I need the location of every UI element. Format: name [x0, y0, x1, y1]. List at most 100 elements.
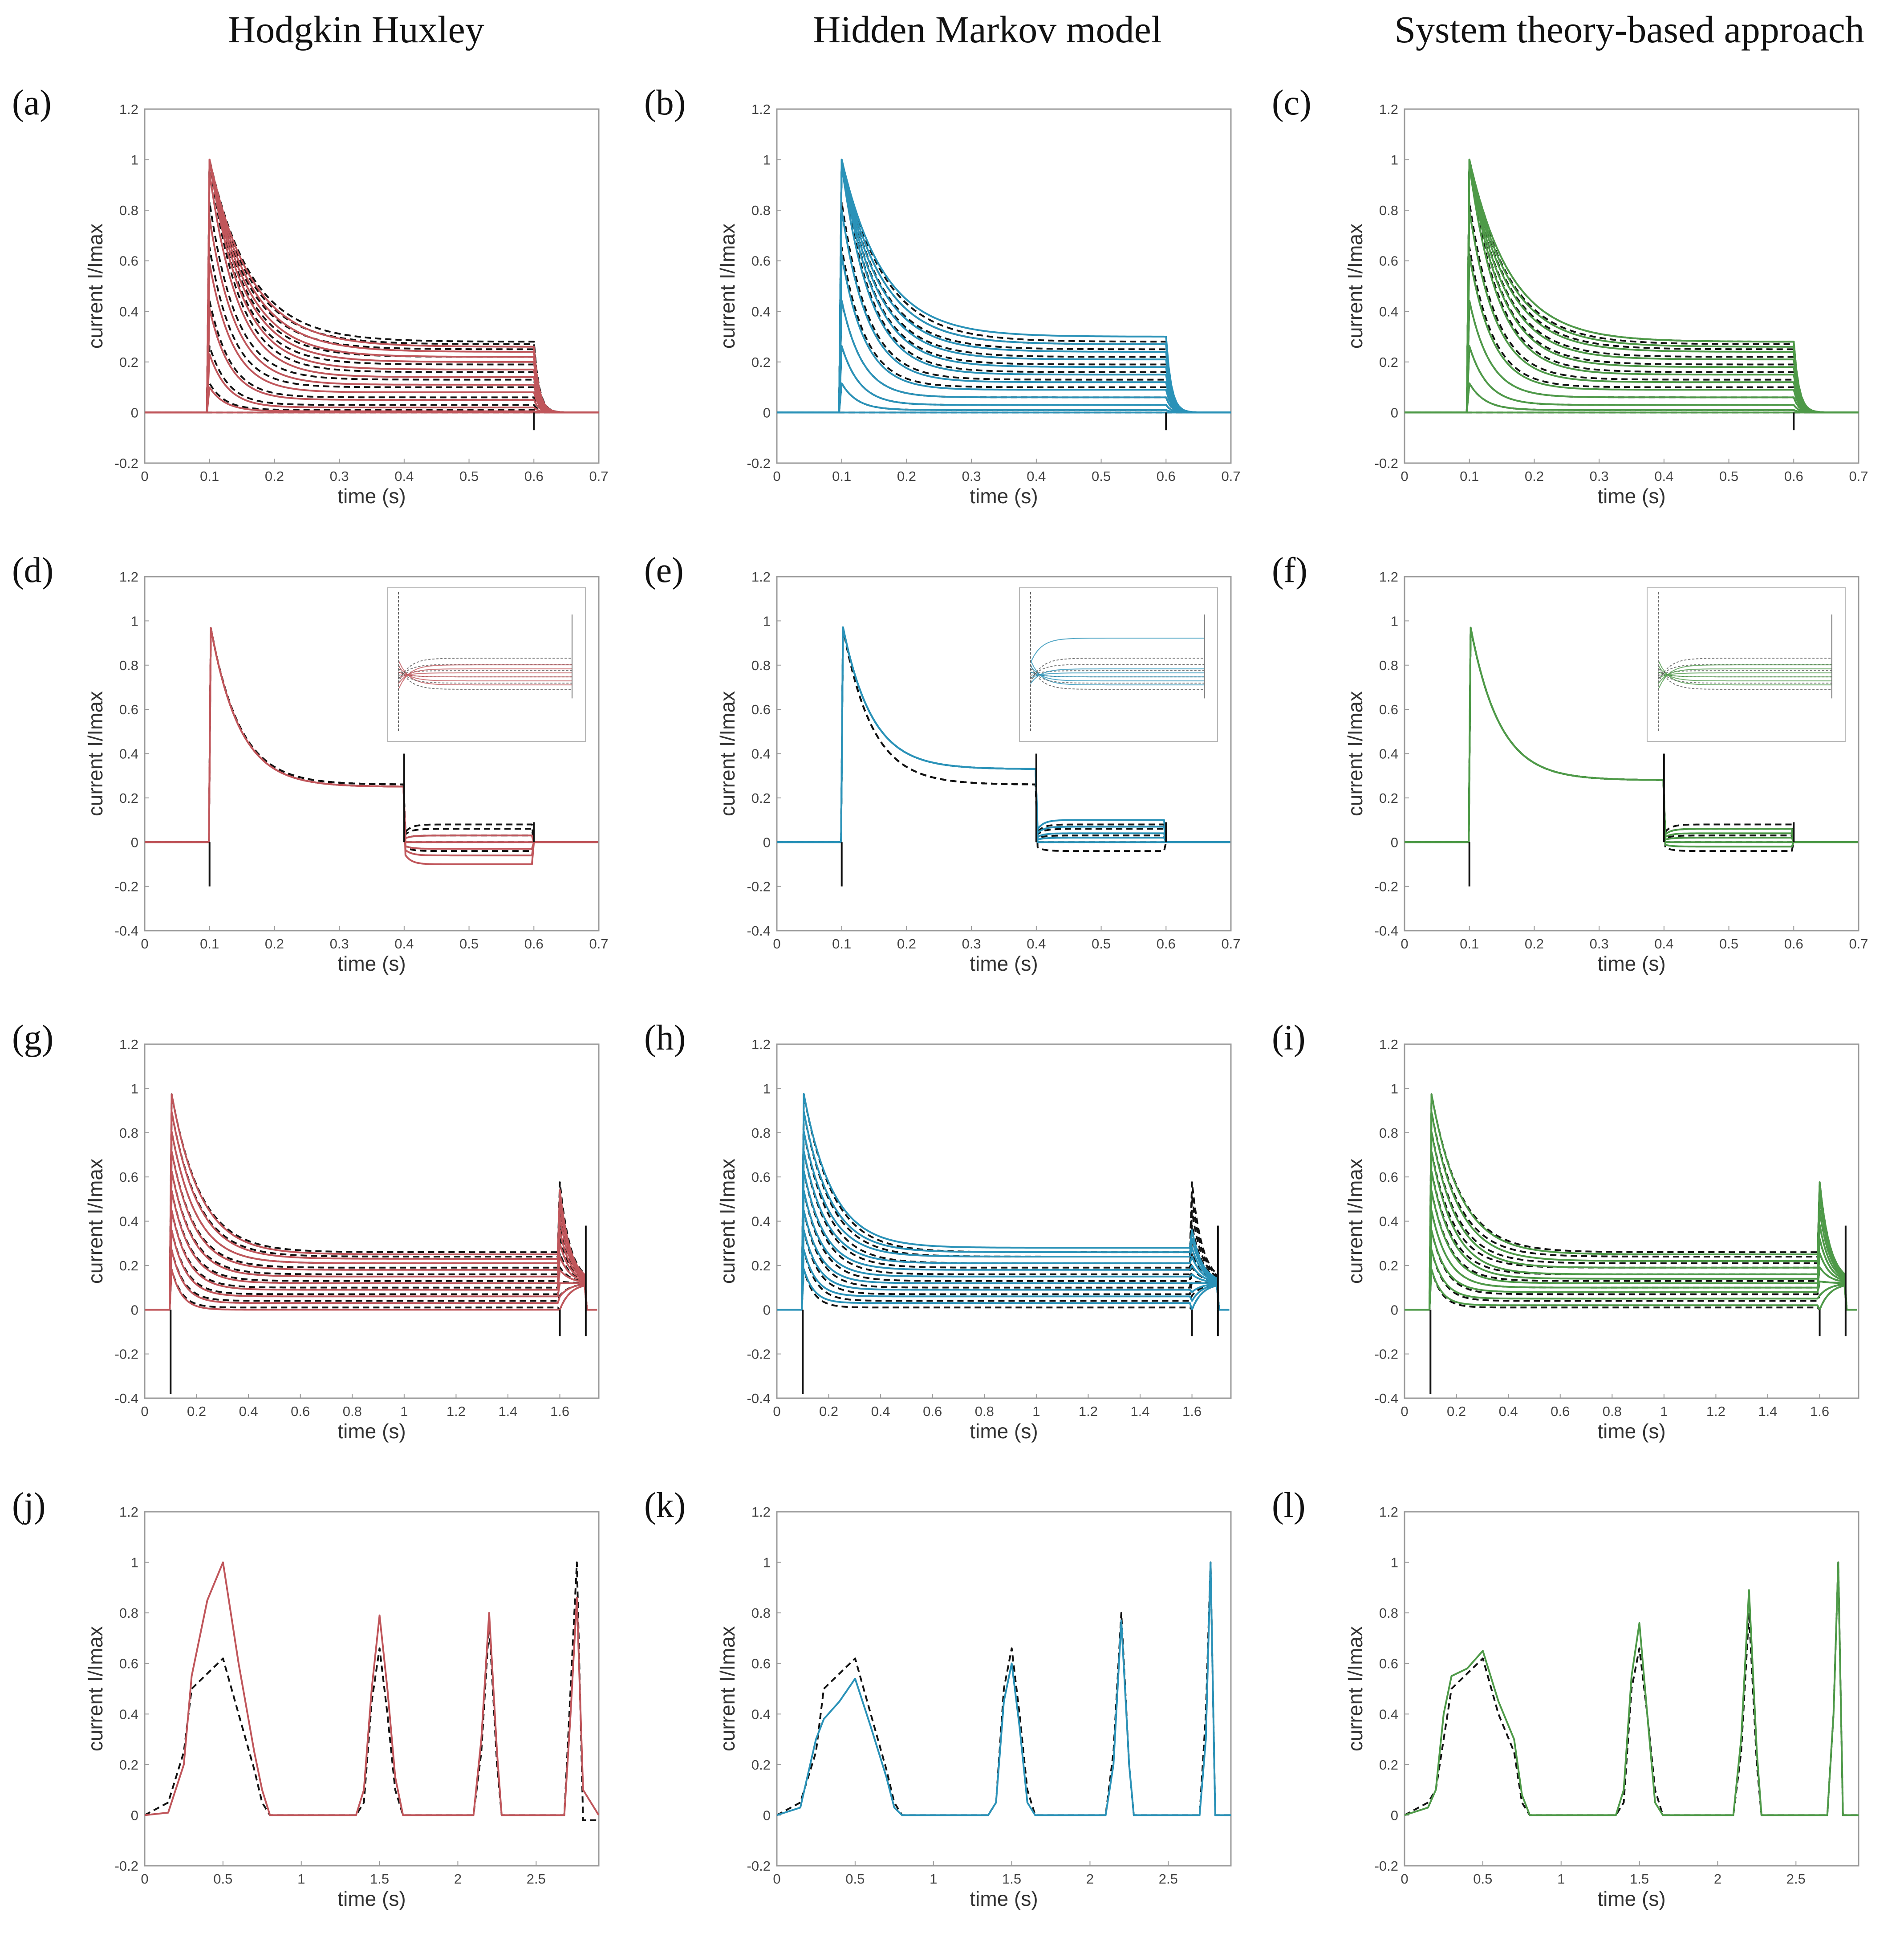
series-experimental-line [145, 300, 599, 414]
x-tick-label: 0.4 [871, 1404, 890, 1419]
series-model-line [1405, 1151, 1857, 1311]
y-tick-label: 0.8 [1379, 1125, 1398, 1141]
series-model-line [145, 1190, 597, 1311]
column-title-hmm: Hidden Markov model [813, 8, 1161, 51]
x-axis-label: time (s) [1597, 1887, 1665, 1910]
x-tick-label: 0 [1401, 936, 1408, 952]
series-experimental-line [1405, 1268, 1857, 1311]
x-tick-label: 0 [773, 1871, 780, 1887]
y-tick-label: 0.2 [119, 790, 138, 806]
y-tick-label: 0 [131, 405, 138, 420]
column-title-st: System theory-based approach [1394, 8, 1864, 51]
panel-label: (g) [12, 1018, 53, 1058]
x-tick-label: 0.5 [1473, 1871, 1492, 1887]
series-experimental-line [1405, 159, 1859, 414]
x-axis-label: time (s) [337, 952, 406, 975]
series-model-line [145, 159, 599, 414]
column-title-hh: Hodgkin Huxley [228, 8, 484, 51]
y-tick-label: 1 [1391, 1555, 1398, 1571]
series-model-line [777, 209, 1231, 414]
series-experimental-line [777, 1561, 1231, 1816]
y-tick-label: 1.2 [119, 1037, 138, 1052]
series-model-line [145, 308, 599, 414]
y-tick-label: 0.2 [119, 354, 138, 370]
series-model-line [145, 1561, 599, 1816]
x-tick-label: 0.3 [330, 468, 349, 484]
series-model-line [145, 159, 599, 414]
x-tick-label: 2 [1086, 1871, 1094, 1887]
y-tick-label: 0.4 [1379, 304, 1398, 319]
inset-traces [1030, 592, 1205, 732]
series-model-line [1405, 1111, 1857, 1311]
y-tick-label: 1 [763, 1555, 771, 1571]
y-tick-label: 0 [1391, 1807, 1398, 1823]
series-experimental-line [777, 1170, 1230, 1311]
x-tick-label: 0.1 [832, 936, 851, 952]
plot-area [145, 1561, 599, 1821]
series-model-line [777, 1093, 1230, 1311]
y-tick-label: -0.4 [115, 1391, 138, 1406]
plot-area [777, 159, 1231, 431]
series-experimental-line [1405, 1229, 1857, 1311]
series-model-line [777, 1561, 1231, 1816]
x-tick-label: 0.6 [524, 468, 544, 484]
y-tick-label: -0.2 [747, 1347, 771, 1362]
y-tick-label: 0.8 [119, 1125, 138, 1141]
inset-model-line [398, 666, 572, 682]
y-tick-label: 1 [131, 1555, 138, 1571]
series-experimental-line [777, 1268, 1230, 1311]
series-experimental-line [145, 1093, 597, 1311]
y-tick-label: 0.4 [1379, 746, 1398, 762]
series-experimental-line [145, 159, 599, 414]
x-tick-label: 0.1 [1460, 468, 1479, 484]
series-experimental-line [145, 1209, 597, 1311]
y-tick-label: 1 [763, 152, 771, 168]
inset-experimental-line [1658, 668, 1832, 684]
x-tick-label: 0 [773, 468, 780, 484]
x-tick-label: 0.6 [291, 1404, 310, 1419]
series-model-line [777, 163, 1231, 414]
series-model-line [145, 217, 599, 414]
y-tick-label: 0.4 [1379, 1706, 1398, 1722]
inset-experimental-line [1030, 658, 1204, 683]
inset-model-line [1030, 668, 1204, 684]
y-tick-label: 0.2 [1379, 1757, 1398, 1773]
series-model-line [1405, 1093, 1857, 1311]
y-tick-label: 0.4 [751, 746, 771, 762]
y-tick-label: 0 [131, 834, 138, 850]
x-tick-label: 0.5 [459, 936, 479, 952]
x-tick-label: 0 [773, 936, 780, 952]
y-axis-label: current I/Imax [84, 1159, 107, 1284]
y-tick-label: 0.6 [119, 1169, 138, 1185]
series-model-line [145, 1210, 597, 1311]
series-model-line [145, 159, 599, 414]
x-tick-label: 0.4 [1027, 936, 1046, 952]
panel-label: (e) [644, 551, 684, 590]
x-tick-label: 0.6 [1784, 936, 1803, 952]
series-experimental-line [145, 159, 599, 414]
x-tick-label: 0.2 [897, 468, 916, 484]
y-axis-label: current I/Imax [1344, 1626, 1367, 1751]
series-model-line [1405, 254, 1859, 414]
y-tick-label: 0.8 [119, 658, 138, 673]
series-model-line [145, 1249, 597, 1311]
x-tick-label: 0.4 [1654, 936, 1673, 952]
plot-area [777, 1093, 1230, 1394]
x-tick-label: 0.7 [589, 936, 608, 952]
x-tick-label: 0.3 [330, 936, 349, 952]
series-model-line [145, 353, 599, 414]
y-tick-label: 0.4 [751, 1214, 771, 1229]
x-tick-label: 0.6 [1157, 936, 1176, 952]
x-tick-label: 1 [930, 1871, 937, 1887]
y-tick-label: 1 [131, 613, 138, 629]
x-axis-label: time (s) [970, 484, 1038, 508]
x-tick-label: 0 [141, 936, 148, 952]
panel-d: (d) -0.4 -0.2 0 0.2 0.4 0.6 0.8 1 1.2 0 0.1 0.2 0.3 0.… [12, 551, 609, 975]
series-model-line [1405, 159, 1859, 414]
x-tick-label: 0 [1401, 1404, 1408, 1419]
y-axis-label: current I/Imax [716, 691, 739, 816]
series-model-line [777, 159, 1231, 414]
series-model-line [1405, 345, 1859, 414]
plot-area [1405, 627, 1858, 887]
